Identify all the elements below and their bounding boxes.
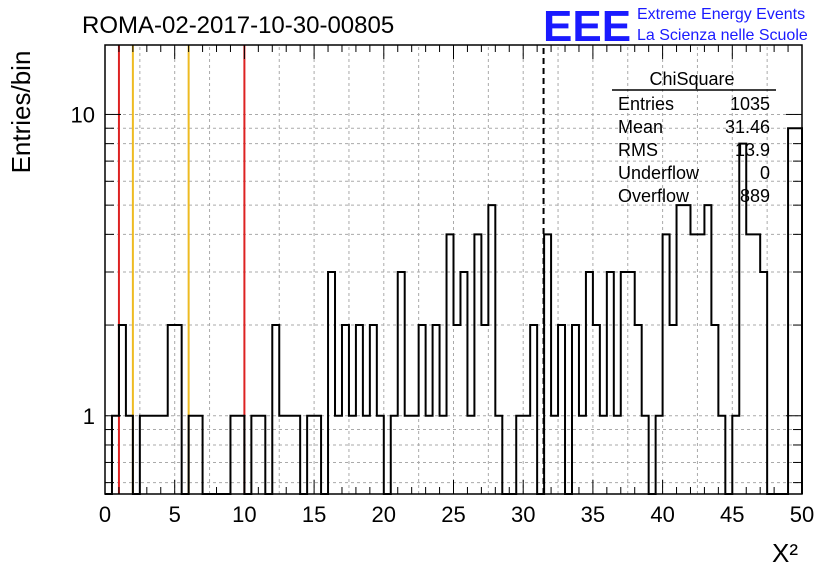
x-tick-label: 45 xyxy=(720,502,744,527)
logo-mark: EEE xyxy=(543,2,631,51)
y-axis-title: Entries/bin xyxy=(6,51,36,174)
stats-label-rms: RMS xyxy=(618,140,658,160)
stats-label-overflow: Overflow xyxy=(618,186,690,206)
stats-value-overflow: 889 xyxy=(740,186,770,206)
x-tick-label: 10 xyxy=(232,502,256,527)
x-tick-label: 35 xyxy=(581,502,605,527)
x-axis-title: X² xyxy=(772,538,798,568)
stats-label-entries: Entries xyxy=(618,94,674,114)
x-tick-label: 40 xyxy=(650,502,674,527)
stats-value-underflow: 0 xyxy=(760,163,770,183)
x-tick-label: 50 xyxy=(790,502,814,527)
stats-value-entries: 1035 xyxy=(730,94,770,114)
x-tick-label: 15 xyxy=(302,502,326,527)
y-tick-label: 10 xyxy=(71,102,95,127)
eee-logo: EEE Extreme Energy Events La Scienza nel… xyxy=(543,2,808,51)
histogram-outline xyxy=(105,127,803,495)
logo-line-2: La Scienza nelle Scuole xyxy=(637,27,808,44)
axes xyxy=(104,44,803,495)
tick-labels: 0 5 10 15 20 25 30 35 40 45 50 1 10 xyxy=(71,102,815,527)
logo-line-1: Extreme Energy Events xyxy=(637,6,805,23)
stats-value-rms: 13.9 xyxy=(735,140,770,160)
stats-title: ChiSquare xyxy=(649,69,734,89)
x-tick-label: 0 xyxy=(99,502,111,527)
y-tick-label: 1 xyxy=(83,404,95,429)
x-tick-label: 5 xyxy=(169,502,181,527)
chart-title: ROMA-02-2017-10-30-00805 xyxy=(82,12,394,39)
stats-label-underflow: Underflow xyxy=(618,163,700,183)
stats-box: ChiSquare Entries 1035 Mean 31.46 RMS 13… xyxy=(612,69,776,206)
stats-label-mean: Mean xyxy=(618,117,663,137)
stats-value-mean: 31.46 xyxy=(725,117,770,137)
x-tick-label: 25 xyxy=(441,502,465,527)
x-tick-label: 20 xyxy=(372,502,396,527)
x-tick-label: 30 xyxy=(511,502,535,527)
